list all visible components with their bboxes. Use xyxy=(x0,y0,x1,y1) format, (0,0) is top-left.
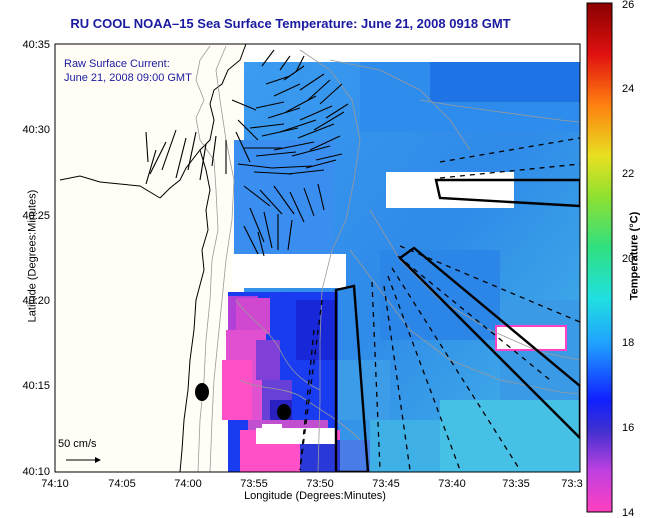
legend-line-2: June 21, 2008 09:00 GMT xyxy=(64,72,192,84)
y-tick: 40:20 xyxy=(22,295,50,307)
x-tick: 73:55 xyxy=(240,478,268,490)
y-tick: 40:25 xyxy=(22,210,50,222)
x-tick: 74:05 xyxy=(108,478,136,490)
sst-field xyxy=(222,44,580,472)
transect-lines xyxy=(299,137,580,471)
colorbar-label: Temperature (°C) xyxy=(628,211,641,301)
y-tick: 40:35 xyxy=(22,39,50,51)
surface-current-vectors xyxy=(145,49,349,257)
x-tick: 73:35 xyxy=(502,478,530,490)
y-tick: 40:10 xyxy=(22,466,50,478)
y-axis: 40:35 40:30 40:25 40:20 40:15 40:10 xyxy=(22,39,50,478)
colorbar-tick: 26 xyxy=(622,0,634,11)
x-tick: 73:40 xyxy=(438,478,466,490)
x-tick: 74:00 xyxy=(174,478,202,490)
colorbar-tick: 20 xyxy=(622,253,634,265)
x-axis-label: Longitude (Degrees:Minutes) xyxy=(244,490,386,502)
colorbar-tick: 24 xyxy=(622,83,634,95)
y-tick: 40:30 xyxy=(22,124,50,136)
x-tick: 73:45 xyxy=(372,478,400,490)
colorbar-tick: 22 xyxy=(622,168,634,180)
colorbar: 26 24 22 20 18 16 14 xyxy=(586,0,634,518)
y-tick: 40:15 xyxy=(22,380,50,392)
x-tick: 73:3 xyxy=(561,478,582,490)
plot-area xyxy=(55,44,580,472)
colorbar-tick: 14 xyxy=(622,507,634,518)
map-title: RU COOL NOAA–15 Sea Surface Temperature:… xyxy=(70,16,511,31)
x-tick: 74:10 xyxy=(41,478,69,490)
survey-boxes xyxy=(334,178,580,472)
plot-frame xyxy=(54,43,581,473)
colorbar-ramp xyxy=(586,2,613,513)
colorbar-tick: 18 xyxy=(622,337,634,349)
station-marker xyxy=(277,404,291,420)
scale-label: 50 cm/s xyxy=(58,438,97,450)
y-axis-label: Latitude (Degrees:Minutes) xyxy=(26,189,39,323)
coastline xyxy=(59,44,247,472)
colorbar-tick: 16 xyxy=(622,422,634,434)
bathymetry-contours xyxy=(195,45,580,472)
station-marker xyxy=(195,383,209,401)
legend-line-1: Raw Surface Current: xyxy=(64,58,170,70)
x-tick: 73:50 xyxy=(306,478,334,490)
x-axis: 74:10 74:05 74:00 73:55 73:50 73:45 73:4… xyxy=(41,478,582,490)
